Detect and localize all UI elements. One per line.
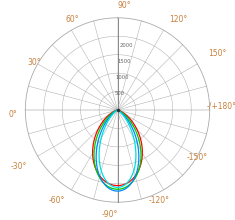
Text: 0°: 0°: [9, 110, 18, 119]
Text: 120°: 120°: [170, 15, 188, 24]
Text: 30°: 30°: [27, 58, 41, 67]
Text: -60°: -60°: [49, 196, 65, 205]
Text: -90°: -90°: [101, 210, 118, 219]
Text: 60°: 60°: [65, 15, 79, 24]
Text: -/+180°: -/+180°: [207, 101, 235, 110]
Text: 90°: 90°: [118, 1, 131, 10]
Text: -30°: -30°: [11, 162, 27, 171]
Text: 150°: 150°: [208, 49, 226, 58]
Text: 500: 500: [115, 92, 125, 96]
Text: 2000: 2000: [120, 43, 133, 48]
Text: -150°: -150°: [187, 153, 208, 162]
Text: 1000: 1000: [115, 75, 129, 80]
Text: -120°: -120°: [149, 196, 170, 205]
Text: 1500: 1500: [118, 59, 131, 64]
